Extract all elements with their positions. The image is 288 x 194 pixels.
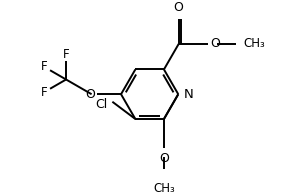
Text: F: F bbox=[41, 86, 48, 99]
Text: CH₃: CH₃ bbox=[153, 182, 175, 194]
Text: F: F bbox=[41, 60, 48, 73]
Text: O: O bbox=[211, 37, 221, 50]
Text: Cl: Cl bbox=[95, 98, 107, 111]
Text: O: O bbox=[85, 88, 95, 101]
Text: F: F bbox=[63, 48, 69, 61]
Text: CH₃: CH₃ bbox=[243, 37, 265, 50]
Text: N: N bbox=[184, 88, 194, 101]
Text: O: O bbox=[174, 1, 184, 14]
Text: O: O bbox=[159, 152, 169, 165]
